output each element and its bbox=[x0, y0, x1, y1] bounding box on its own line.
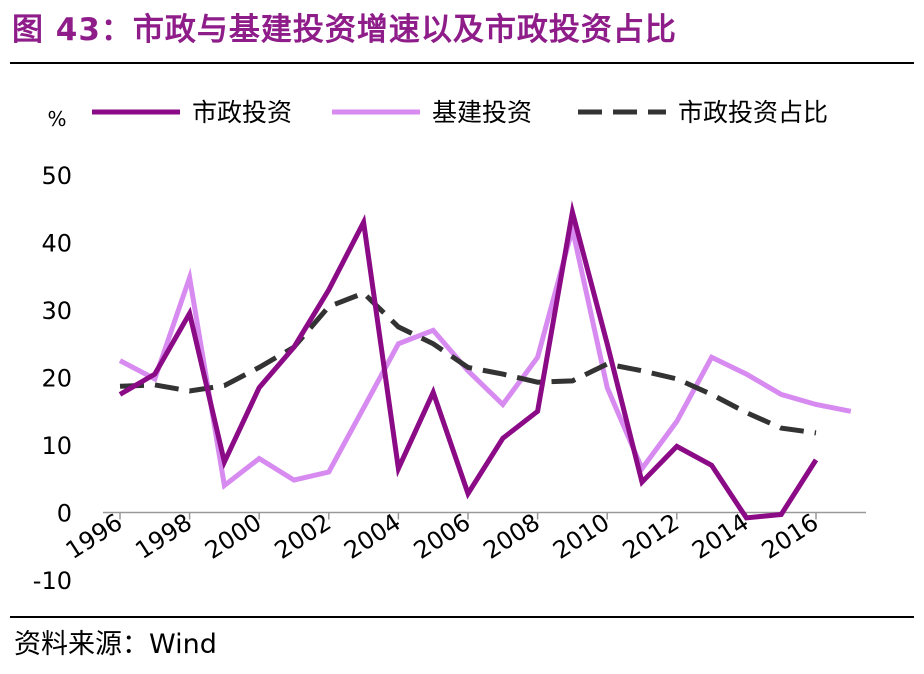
legend-label: 市政投资 bbox=[192, 98, 292, 127]
y-tick-label: 10 bbox=[41, 432, 72, 460]
series-line-1 bbox=[118, 200, 819, 521]
top-rule bbox=[10, 62, 914, 64]
y-tick-label: 20 bbox=[41, 365, 72, 393]
x-tick-label: 1998 bbox=[130, 508, 196, 565]
y-axis-ticks: -10 0 10 20 30 40 50 bbox=[33, 162, 72, 595]
x-axis-ticks: 1996 1998 2000 2002 2004 2006 2008 2010 2012 2014… bbox=[61, 508, 823, 565]
legend-label: 市政投资占比 bbox=[678, 98, 828, 127]
y-tick-label: -10 bbox=[33, 567, 72, 595]
series-line-3 bbox=[119, 290, 817, 436]
x-tick-label: 2000 bbox=[200, 508, 266, 565]
source-note: 资料来源：Wind bbox=[14, 629, 217, 660]
y-tick-label: 50 bbox=[41, 162, 72, 190]
x-tick-label: 2008 bbox=[478, 508, 544, 565]
series-line-2 bbox=[118, 218, 852, 491]
y-axis-unit: % bbox=[47, 107, 66, 131]
bottom-rule bbox=[10, 616, 914, 618]
figure-title: 图 43：市政与基建投资增速以及市政投资占比 bbox=[12, 12, 677, 48]
x-tick-label: 2010 bbox=[548, 508, 614, 565]
x-tick-label: 2012 bbox=[618, 508, 684, 565]
y-tick-label: 30 bbox=[41, 297, 72, 325]
series-layer bbox=[118, 200, 852, 521]
y-tick-label: 0 bbox=[57, 500, 72, 528]
x-tick-label: 2002 bbox=[270, 508, 336, 565]
y-tick-label: 40 bbox=[41, 230, 72, 258]
legend-label: 基建投资 bbox=[432, 98, 532, 127]
x-tick-label: 2004 bbox=[339, 508, 405, 565]
x-tick-label: 2006 bbox=[409, 508, 475, 565]
legend: 市政投资 基建投资 市政投资占比 bbox=[92, 98, 828, 127]
